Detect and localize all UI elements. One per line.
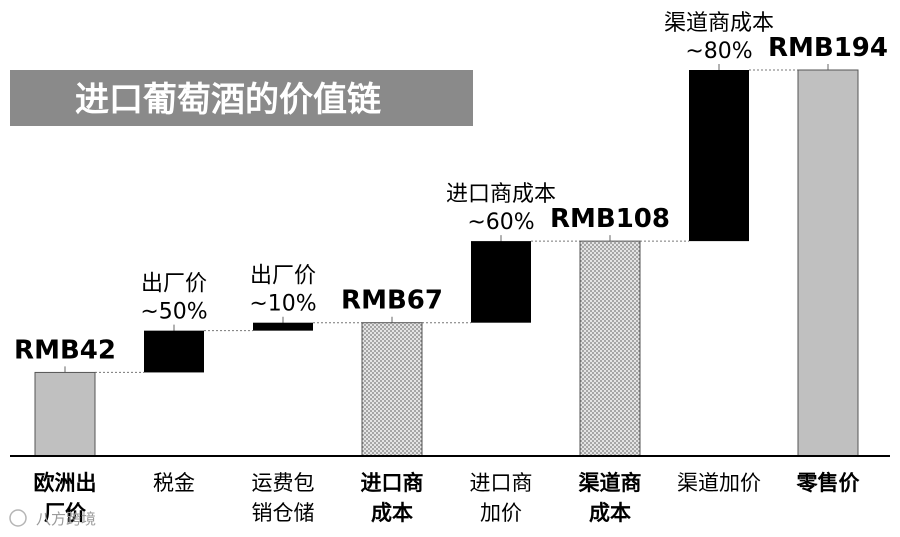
category-label-3-line-1: 运费包 xyxy=(252,471,315,495)
category-label-8-line-1: 零售价 xyxy=(796,471,861,495)
bar-4 xyxy=(361,322,423,457)
value-label-6: RMB108 xyxy=(550,204,670,234)
category-label-4-line-1: 进口商 xyxy=(361,471,424,495)
bar-group xyxy=(34,69,859,457)
bar-8 xyxy=(797,69,859,457)
watermark-icon xyxy=(9,509,27,527)
note-3-line-1: 出厂价 xyxy=(250,264,316,289)
category-label-4-line-2: 成本 xyxy=(371,501,413,525)
value-label-4: RMB67 xyxy=(341,286,443,316)
category-label-1-line-1: 欧洲出 xyxy=(34,471,97,495)
category-label-5-line-1: 进口商 xyxy=(470,471,533,495)
label-group: RMB42 出厂价 ~50% 出厂价 ~10% RMB67 进口商成本 ~60% RMB108 渠… xyxy=(14,11,888,365)
category-label-2-line-1: 税金 xyxy=(153,471,195,495)
bar-5 xyxy=(471,241,531,323)
category-label-1-line-2: 厂价 xyxy=(44,501,87,525)
bar-3 xyxy=(253,322,313,331)
note-5-line-1: 进口商成本 xyxy=(446,182,556,207)
category-label-7-line-1: 渠道加价 xyxy=(677,471,761,495)
category-label-5-line-2: 加价 xyxy=(480,501,522,525)
note-7-line-2: ~80% xyxy=(685,39,752,64)
category-label-3-line-2: 销仓储 xyxy=(252,501,315,525)
watermark-logo: 八方跨境 xyxy=(9,509,96,528)
category-label-6-line-2: 成本 xyxy=(589,501,631,525)
bar-7 xyxy=(689,70,749,242)
note-5-line-2: ~60% xyxy=(467,210,534,235)
note-3-line-2: ~10% xyxy=(249,292,316,317)
note-7-line-1: 渠道商成本 xyxy=(664,11,774,36)
note-2-line-1: 出厂价 xyxy=(141,272,207,297)
title-banner xyxy=(10,70,473,126)
note-2-line-2: ~50% xyxy=(140,300,207,325)
value-label-1: RMB42 xyxy=(14,335,116,365)
bar-1 xyxy=(34,371,96,457)
value-label-8: RMB194 xyxy=(768,33,888,63)
bar-6 xyxy=(579,240,641,457)
bar-2 xyxy=(144,330,204,373)
watermark-text: 八方跨境 xyxy=(36,510,96,528)
chart-title: 进口葡萄酒的价值链 xyxy=(75,80,381,120)
category-label-6-line-1: 渠道商 xyxy=(579,471,642,495)
